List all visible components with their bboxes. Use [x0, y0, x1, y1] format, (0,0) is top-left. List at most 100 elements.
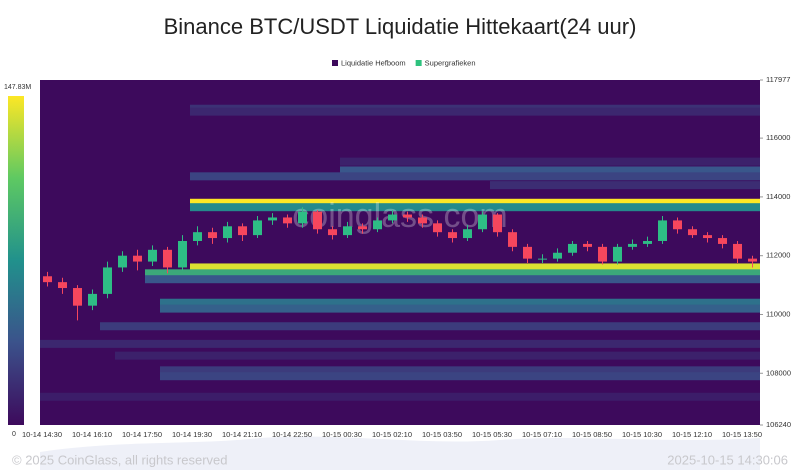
candle-body	[688, 229, 697, 236]
chart-title: Binance BTC/USDT Liquidatie Hittekaart(2…	[164, 14, 637, 39]
heat-band	[160, 372, 760, 381]
y-tick-label: 114000	[766, 192, 790, 201]
y-tick-label: 116000	[766, 133, 790, 142]
candle-body	[748, 258, 757, 262]
candle-body	[523, 246, 532, 259]
watermark: coinglass.com	[292, 197, 507, 235]
x-tick-label: 10-14 14:30	[22, 430, 62, 439]
heat-band	[340, 157, 760, 166]
candle-body	[208, 232, 217, 239]
heat-band	[160, 304, 760, 313]
x-tick-label: 10-15 02:10	[372, 430, 412, 439]
heat-band	[40, 339, 760, 348]
candle-body	[73, 288, 82, 306]
heat-band	[490, 181, 760, 190]
candle-body	[733, 243, 742, 259]
footer-left: © 2025 CoinGlass, all rights reserved	[12, 452, 228, 467]
heat-band	[190, 263, 760, 272]
heat-band	[100, 322, 760, 331]
candle-body	[658, 220, 667, 241]
x-tick-label: 10-15 03:50	[422, 430, 462, 439]
x-tick-label: 10-15 00:30	[322, 430, 362, 439]
heat-band	[115, 351, 760, 360]
candle-body	[268, 217, 277, 221]
candle-body	[418, 217, 427, 224]
candle-body	[193, 232, 202, 241]
y-tick-label: 106240	[766, 420, 791, 429]
candle-body	[703, 235, 712, 239]
x-tick-label: 10-15 08:50	[572, 430, 612, 439]
candle-body	[313, 211, 322, 230]
candle-body	[133, 255, 142, 262]
candle-body	[178, 240, 187, 268]
legend-label: Supergrafieken	[425, 58, 476, 67]
candle-body	[463, 229, 472, 239]
heat-band	[40, 392, 760, 401]
y-tick-label: 108000	[766, 368, 791, 377]
candle-body	[643, 240, 652, 244]
legend-swatch	[332, 60, 338, 66]
candle-body	[403, 214, 412, 218]
x-tick-label: 10-14 16:10	[72, 430, 112, 439]
candle-body	[628, 243, 637, 247]
y-tick-label: 117977	[766, 75, 790, 84]
candle-body	[223, 226, 232, 239]
candle-body	[433, 223, 442, 233]
candle-body	[568, 243, 577, 253]
colorbar-label: 0	[12, 431, 16, 438]
candle-body	[388, 214, 397, 221]
heat-band	[190, 172, 760, 181]
candle-body	[538, 258, 547, 260]
candle-body	[103, 267, 112, 294]
legend-label: Liquidatie Hefboom	[341, 58, 406, 67]
candle-body	[553, 252, 562, 259]
candle-body	[148, 249, 157, 262]
x-tick-label: 10-14 22:50	[272, 430, 312, 439]
candle-body	[118, 255, 127, 268]
candle-body	[358, 226, 367, 230]
heat-band	[190, 107, 760, 116]
candle-body	[373, 220, 382, 230]
y-tick-label: 112000	[766, 251, 790, 260]
y-tick-label: 110000	[766, 309, 790, 318]
candle-body	[448, 232, 457, 239]
candle-body	[493, 214, 502, 233]
heat-band	[190, 198, 760, 207]
colorbar	[8, 96, 24, 425]
candle-body	[718, 238, 727, 244]
navigator	[40, 436, 760, 470]
x-tick-label: 10-14 21:10	[222, 430, 262, 439]
x-tick-label: 10-15 05:30	[472, 430, 512, 439]
candle-body	[508, 232, 517, 247]
candle-body	[58, 282, 67, 289]
candle-body	[478, 214, 487, 230]
candle-body	[163, 249, 172, 268]
candle-body	[253, 220, 262, 236]
candle-body	[298, 211, 307, 224]
x-tick-label: 10-14 17:50	[122, 430, 162, 439]
x-tick-label: 10-15 13:50	[722, 430, 762, 439]
heat-band	[160, 366, 760, 375]
heat-band	[160, 298, 760, 307]
footer-right: 2025-10-15 14:30:06	[667, 452, 788, 467]
x-tick-label: 10-15 10:30	[622, 430, 662, 439]
legend-swatch	[415, 60, 422, 66]
candle-body	[343, 226, 352, 236]
candle-body	[283, 217, 292, 224]
candle-body	[673, 220, 682, 230]
x-tick-label: 10-15 12:10	[672, 430, 712, 439]
colorbar-label: 147.83M	[4, 84, 31, 91]
x-tick-label: 10-14 19:30	[172, 430, 212, 439]
candle-body	[88, 293, 97, 306]
candle-body	[583, 243, 592, 247]
heat-band	[340, 166, 760, 175]
candle-body	[43, 276, 52, 283]
candle-body	[238, 226, 247, 236]
heat-band	[145, 275, 760, 284]
candle-body	[598, 246, 607, 262]
candle-body	[328, 229, 337, 236]
candle-body	[613, 246, 622, 262]
x-tick-label: 10-15 07:10	[522, 430, 562, 439]
heat-band	[145, 269, 760, 278]
